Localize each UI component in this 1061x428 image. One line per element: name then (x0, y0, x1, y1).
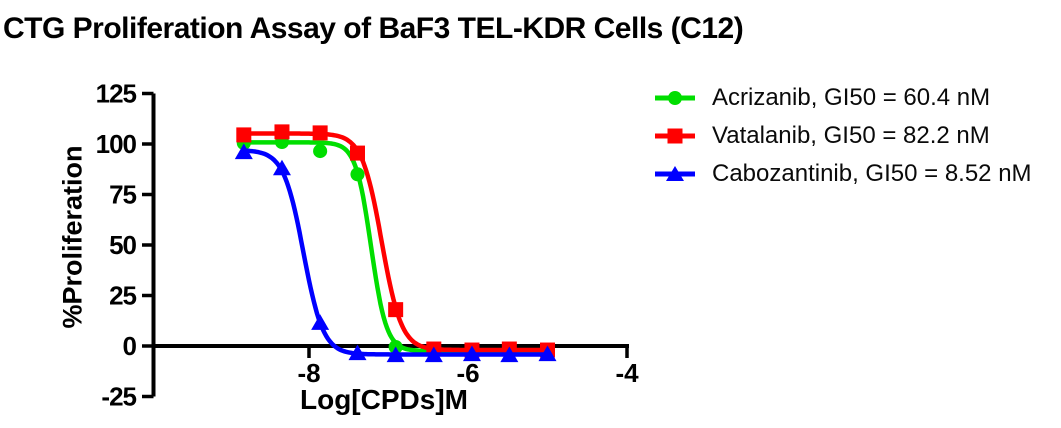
series-cabozantinib (234, 143, 557, 363)
legend-label: Vatalanib, GI50 = 82.2 nM (712, 122, 990, 149)
y-axis-title: %Proliferation (57, 145, 88, 329)
data-point-triangle (234, 143, 253, 160)
legend-item-acrizanib: Acrizanib, GI50 = 60.4 nM (652, 84, 1032, 112)
data-point-triangle (348, 344, 367, 361)
y-tick-label: 100 (96, 129, 137, 159)
data-point-triangle (424, 346, 443, 363)
legend-item-cabozantinib: Cabozantinib, GI50 = 8.52 nM (652, 160, 1032, 188)
fit-curve-cabozantinib (241, 148, 550, 357)
series-vatalanib (236, 124, 555, 358)
vatalanib-square-marker-icon (655, 128, 695, 144)
data-point-square (388, 302, 404, 318)
cabozantinib-triangle-marker-icon (655, 166, 695, 181)
x-axis-title: Log[CPDs]M (300, 384, 468, 415)
x-tick-label: -8 (297, 358, 320, 388)
y-tick-label: 0 (123, 331, 137, 361)
data-point-square (274, 124, 290, 140)
data-point-triangle (311, 314, 330, 330)
y-tick-label: 50 (109, 230, 136, 260)
data-point-circle (350, 167, 365, 182)
data-point-square (312, 125, 328, 141)
data-point-triangle (500, 346, 519, 363)
data-point-triangle (538, 345, 557, 362)
data-point-triangle (272, 159, 291, 176)
data-point-triangle (462, 345, 481, 362)
acrizanib-circle-marker-icon (655, 91, 695, 105)
data-point-triangle (386, 346, 405, 363)
legend-label: Cabozantinib, GI50 = 8.52 nM (712, 160, 1032, 187)
y-tick-label: -25 (101, 382, 136, 412)
x-tick-label: -4 (615, 358, 639, 388)
legend: Acrizanib, GI50 = 60.4 nM Vatalanib, GI5… (652, 84, 1032, 198)
fit-curve-vatalanib (241, 131, 550, 353)
y-tick-label: 125 (96, 79, 137, 109)
x-tick-label: -6 (456, 358, 479, 388)
data-point-square (349, 145, 365, 161)
legend-item-vatalanib: Vatalanib, GI50 = 82.2 nM (652, 122, 1032, 150)
data-point-square (236, 127, 252, 143)
chart-title: CTG Proliferation Assay of BaF3 TEL-KDR … (3, 12, 744, 45)
y-tick-label: 75 (109, 180, 136, 210)
y-tick-label: 25 (109, 281, 136, 311)
data-point-circle (313, 144, 328, 159)
legend-label: Acrizanib, GI50 = 60.4 nM (712, 84, 991, 111)
